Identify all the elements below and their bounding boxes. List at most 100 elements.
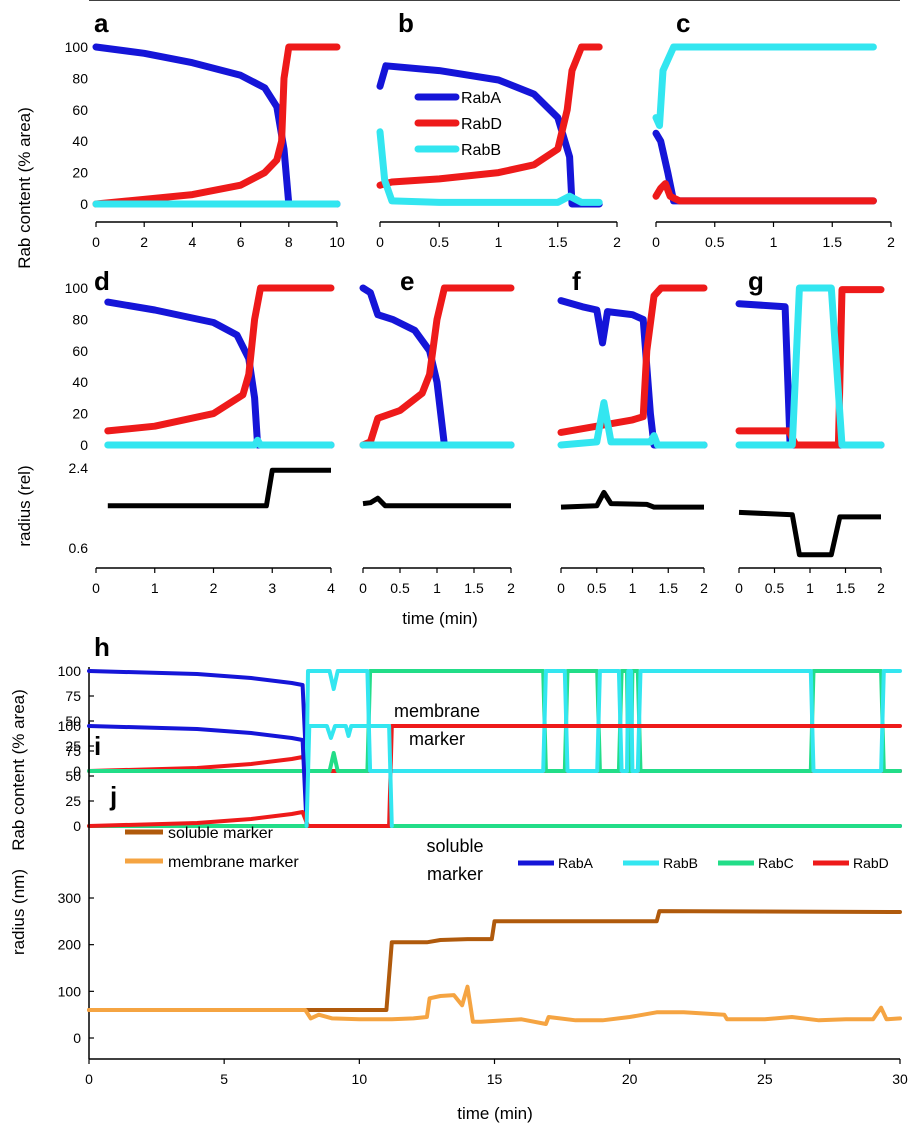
- x-tick-label-h: 10: [352, 0, 368, 3]
- x-tick-label-a: 10: [329, 234, 345, 250]
- series-f-RabA: [557, 297, 708, 449]
- y-tick-label-h: 0: [73, 763, 81, 779]
- y-tick-label-a: 40: [72, 133, 88, 149]
- x-tick-label-a: 2: [140, 234, 148, 250]
- y-tick-label-d: 60: [72, 343, 88, 359]
- series-a-RabA: [92, 43, 341, 208]
- panel-a: a 0 20 40 60 80 100 0 2 4 6 8 10: [65, 8, 345, 250]
- series-j-membrane: [87, 984, 902, 1026]
- panel-e: e 0 0.5 1 1.5 2: [359, 266, 515, 596]
- series-c-RabB: [652, 43, 877, 129]
- x-tick-label-a: 0: [92, 234, 100, 250]
- x-tick-label-h: 20: [622, 0, 638, 3]
- series-a-RabD: [92, 43, 341, 208]
- y-tick-label-d: 40: [72, 374, 88, 390]
- x-tick-label-h: 5: [220, 0, 228, 3]
- x-tick-label-e: 2: [507, 580, 515, 596]
- series-f-RabB: [557, 399, 708, 449]
- x-tick-label-e: 1: [433, 580, 441, 596]
- y-tick-label-i: 100: [58, 718, 82, 734]
- legend-label-RabB: RabB: [461, 142, 501, 159]
- y-tick-label-a: 0: [80, 196, 88, 212]
- panel-b: b 0 0.5 1 1.5 2 RabA RabD RabB: [376, 8, 621, 250]
- series-b-RabA: [376, 62, 603, 208]
- x-tick-label-b: 1: [495, 234, 503, 250]
- x-tick-label-f: 1.5: [659, 580, 679, 596]
- series-j-soluble: [87, 909, 902, 1012]
- panel-c: c 0 0.5 1 1.5 2: [652, 8, 895, 250]
- x-tick-label-f: 0.5: [587, 580, 607, 596]
- radius-line-g: [738, 509, 881, 558]
- series-d-RabB: [104, 436, 335, 449]
- y-axis-title-top: Rab content (% area): [15, 107, 34, 269]
- x-axis-title-bottom: time (min): [457, 1104, 533, 1123]
- y-axis-title-radius: radius (rel): [15, 465, 34, 546]
- y-tick-label-i: 50: [65, 768, 81, 784]
- x-tick-label-f: 0: [557, 580, 565, 596]
- panel-d: d 0 20 40 60 80 100 0 1 2 3 4 0.6 2.4: [65, 266, 335, 596]
- radius-y-tick-label-d: 0.6: [69, 540, 89, 556]
- x-tick-label-d: 0: [92, 580, 100, 596]
- y-tick-label-a: 80: [72, 70, 88, 86]
- y-tick-label-i: 75: [65, 743, 81, 759]
- x-tick-label-c: 0: [652, 234, 660, 250]
- x-tick-label-f: 2: [700, 580, 708, 596]
- y-tick-label-d: 100: [65, 280, 89, 296]
- legend-label-RabA: RabA: [461, 90, 501, 107]
- y-axis-title-j: radius (nm): [9, 869, 28, 955]
- series-c-RabA: [652, 129, 877, 205]
- x-tick-label-e: 0.5: [390, 580, 410, 596]
- x-tick-label-a: 6: [237, 234, 245, 250]
- y-tick-label-j: 100: [58, 983, 82, 999]
- radius-line-d: [107, 467, 331, 509]
- x-tick-label-d: 1: [151, 580, 159, 596]
- series-i-RabA: [87, 724, 902, 828]
- y-tick-label-j: 200: [58, 937, 82, 953]
- y-tick-label-i: 25: [65, 793, 81, 809]
- panel-g: g 0 0.5 1 1.5 2: [735, 266, 885, 596]
- legend-label-soluble: soluble marker: [168, 825, 274, 842]
- x-tick-label-d: 2: [210, 580, 218, 596]
- panel-letter-a: a: [94, 8, 109, 38]
- panel-letter-i: i: [94, 731, 101, 761]
- series-i-RabD: [87, 724, 902, 828]
- x-tick-label-f: 1: [629, 580, 637, 596]
- y-tick-label-h: 100: [58, 663, 82, 679]
- y-tick-label-d: 80: [72, 311, 88, 327]
- annotation-line1-h: membrane: [394, 701, 480, 721]
- x-tick-label-g: 0.5: [765, 580, 785, 596]
- x-tick-label-c: 0.5: [705, 234, 725, 250]
- x-tick-label-c: 1.5: [823, 234, 843, 250]
- series-e-RabA: [359, 284, 515, 449]
- series-b-RabB: [376, 128, 603, 206]
- y-tick-label-j: 300: [58, 890, 82, 906]
- y-tick-label-j: 0: [73, 1030, 81, 1046]
- x-tick-label-d: 4: [327, 580, 335, 596]
- x-tick-label-j: 20: [622, 1071, 638, 1087]
- panel-letter-b: b: [398, 8, 414, 38]
- y-tick-label-i: 0: [73, 818, 81, 834]
- x-tick-label-b: 0.5: [430, 234, 450, 250]
- series-g-RabA: [735, 300, 885, 449]
- x-tick-label-d: 3: [268, 580, 276, 596]
- panel-letter-j: j: [109, 781, 117, 811]
- y-tick-label-a: 100: [65, 39, 89, 55]
- x-tick-label-a: 4: [189, 234, 197, 250]
- x-tick-label-e: 1.5: [464, 580, 484, 596]
- x-tick-label-b: 0: [376, 234, 384, 250]
- radius-y-tick-label-d: 2.4: [69, 460, 89, 476]
- x-tick-label-a: 8: [285, 234, 293, 250]
- x-tick-label-e: 0: [359, 580, 367, 596]
- panel-letter-c: c: [676, 8, 690, 38]
- x-tick-label-j: 25: [757, 1071, 773, 1087]
- y-tick-label-d: 20: [72, 406, 88, 422]
- panel-letter-d: d: [94, 266, 110, 296]
- x-tick-label-h: 30: [892, 0, 908, 3]
- panel-f: f 0 0.5 1 1.5 2: [557, 266, 708, 596]
- legend-label-RabA: RabA: [558, 855, 594, 871]
- y-tick-label-a: 60: [72, 102, 88, 118]
- legend-label-RabC: RabC: [758, 855, 794, 871]
- series-h-RabA: [87, 669, 902, 773]
- series-d-RabD: [104, 284, 335, 435]
